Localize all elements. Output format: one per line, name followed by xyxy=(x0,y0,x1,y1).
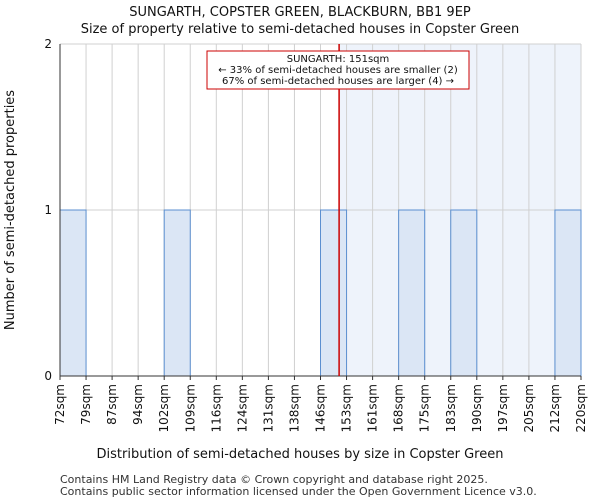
x-tick-label: 102sqm xyxy=(157,384,171,432)
bar xyxy=(554,209,582,377)
annotation-box xyxy=(206,50,470,90)
x-tick-label: 168sqm xyxy=(392,384,406,432)
x-tick-label: 72sqm xyxy=(53,384,67,425)
footer-line-1: Contains HM Land Registry data © Crown c… xyxy=(60,473,488,486)
y-tick-label: 2 xyxy=(44,37,52,51)
x-tick-label: 109sqm xyxy=(183,384,197,432)
x-tick-label: 79sqm xyxy=(79,384,93,425)
x-tick-label: 87sqm xyxy=(105,384,119,425)
x-tick-label: 190sqm xyxy=(470,384,484,432)
x-tick-label: 205sqm xyxy=(522,384,536,432)
chart-subtitle: Size of property relative to semi-detach… xyxy=(81,22,520,37)
x-tick-label: 212sqm xyxy=(548,384,562,432)
y-tick-label: 1 xyxy=(44,203,52,217)
x-tick-label: 197sqm xyxy=(496,384,510,432)
annotation-line: SUNGARTH: 151sqm xyxy=(287,54,390,65)
x-tick-label: 153sqm xyxy=(340,384,354,432)
x-tick-label: 116sqm xyxy=(209,384,223,432)
x-tick-label: 124sqm xyxy=(235,384,249,432)
x-tick-label: 175sqm xyxy=(418,384,432,432)
bar xyxy=(398,209,426,377)
bar xyxy=(163,209,191,377)
x-tick-label: 220sqm xyxy=(574,384,588,432)
y-tick-label: 0 xyxy=(44,369,52,383)
x-tick-label: 94sqm xyxy=(131,384,145,425)
y-axis-label: Number of semi-detached properties xyxy=(3,90,18,330)
bar xyxy=(450,209,478,377)
x-axis-label: Distribution of semi-detached houses by … xyxy=(97,447,504,462)
x-tick-label: 183sqm xyxy=(444,384,458,432)
bar xyxy=(320,209,348,377)
annotation-line: 67% of semi-detached houses are larger (… xyxy=(222,76,454,87)
chart-title: SUNGARTH, COPSTER GREEN, BLACKBURN, BB1 … xyxy=(129,5,471,20)
x-tick-label: 131sqm xyxy=(261,384,275,432)
plot-area: 0 1 2 72sqm 79sqm 87sqm 94sqm 102sqm 109sqm 116sq… xyxy=(44,37,588,432)
footer-line-2: Contains public sector information licen… xyxy=(60,485,537,498)
x-tick-label: 138sqm xyxy=(287,384,301,432)
x-tick-label: 161sqm xyxy=(366,384,380,432)
x-tick-label: 146sqm xyxy=(314,384,328,432)
annotation-line: ← 33% of semi-detached houses are smalle… xyxy=(218,65,458,76)
bar xyxy=(59,209,87,377)
